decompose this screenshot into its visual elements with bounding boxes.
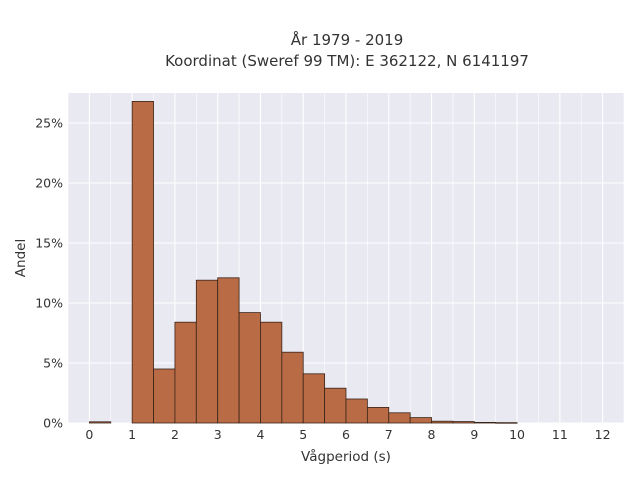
y-tick-label: 15% bbox=[35, 236, 63, 251]
x-tick-label: 4 bbox=[256, 427, 264, 442]
x-tick-label: 12 bbox=[595, 427, 611, 442]
histogram-bar bbox=[195, 279, 219, 424]
x-tick-label: 2 bbox=[171, 427, 179, 442]
histogram-bar bbox=[473, 421, 497, 424]
histogram-bar bbox=[88, 421, 112, 424]
x-tick-label: 10 bbox=[509, 427, 525, 442]
x-tick-label: 5 bbox=[299, 427, 307, 442]
y-tick-label: 25% bbox=[35, 116, 63, 131]
histogram-bar bbox=[324, 387, 347, 424]
y-axis-label: Andel bbox=[13, 239, 29, 277]
histogram-bar bbox=[260, 321, 283, 424]
chart-subtitle: Koordinat (Sweref 99 TM): E 362122, N 61… bbox=[165, 52, 529, 70]
histogram-bar bbox=[302, 373, 326, 424]
histogram-bar bbox=[388, 412, 411, 424]
x-tick-label: 3 bbox=[214, 427, 222, 442]
histogram-bar bbox=[495, 422, 518, 424]
x-tick-label: 8 bbox=[428, 427, 436, 442]
y-tick-label: 20% bbox=[35, 176, 63, 191]
y-tick-label: 0% bbox=[43, 416, 63, 431]
histogram-bar bbox=[345, 398, 368, 424]
x-tick-label: 0 bbox=[85, 427, 93, 442]
histogram-bar bbox=[409, 417, 432, 424]
y-tick-label: 10% bbox=[35, 296, 63, 311]
tick-labels: 0 1 2 3 4 5 6 7 8 9 10 11 120%5%10%15%20%25% bbox=[35, 116, 610, 443]
histogram-bar bbox=[431, 420, 454, 424]
histogram-bar bbox=[281, 351, 304, 424]
histogram-bar bbox=[131, 101, 154, 424]
y-tick-label: 5% bbox=[43, 356, 63, 371]
bars bbox=[88, 101, 518, 424]
histogram-bar bbox=[366, 406, 390, 424]
x-tick-label: 9 bbox=[470, 427, 478, 442]
histogram-bar bbox=[452, 421, 475, 424]
x-tick-label: 7 bbox=[385, 427, 393, 442]
x-axis-label: Vågperiod (s) bbox=[301, 448, 391, 465]
x-tick-label: 1 bbox=[128, 427, 136, 442]
histogram-bar bbox=[174, 321, 197, 424]
x-tick-label: 6 bbox=[342, 427, 350, 442]
histogram-bar bbox=[217, 277, 240, 424]
x-tick-label: 11 bbox=[552, 427, 568, 442]
histogram-bar bbox=[153, 368, 176, 424]
chart-title: År 1979 - 2019 bbox=[291, 30, 404, 49]
histogram-bar bbox=[238, 312, 261, 424]
